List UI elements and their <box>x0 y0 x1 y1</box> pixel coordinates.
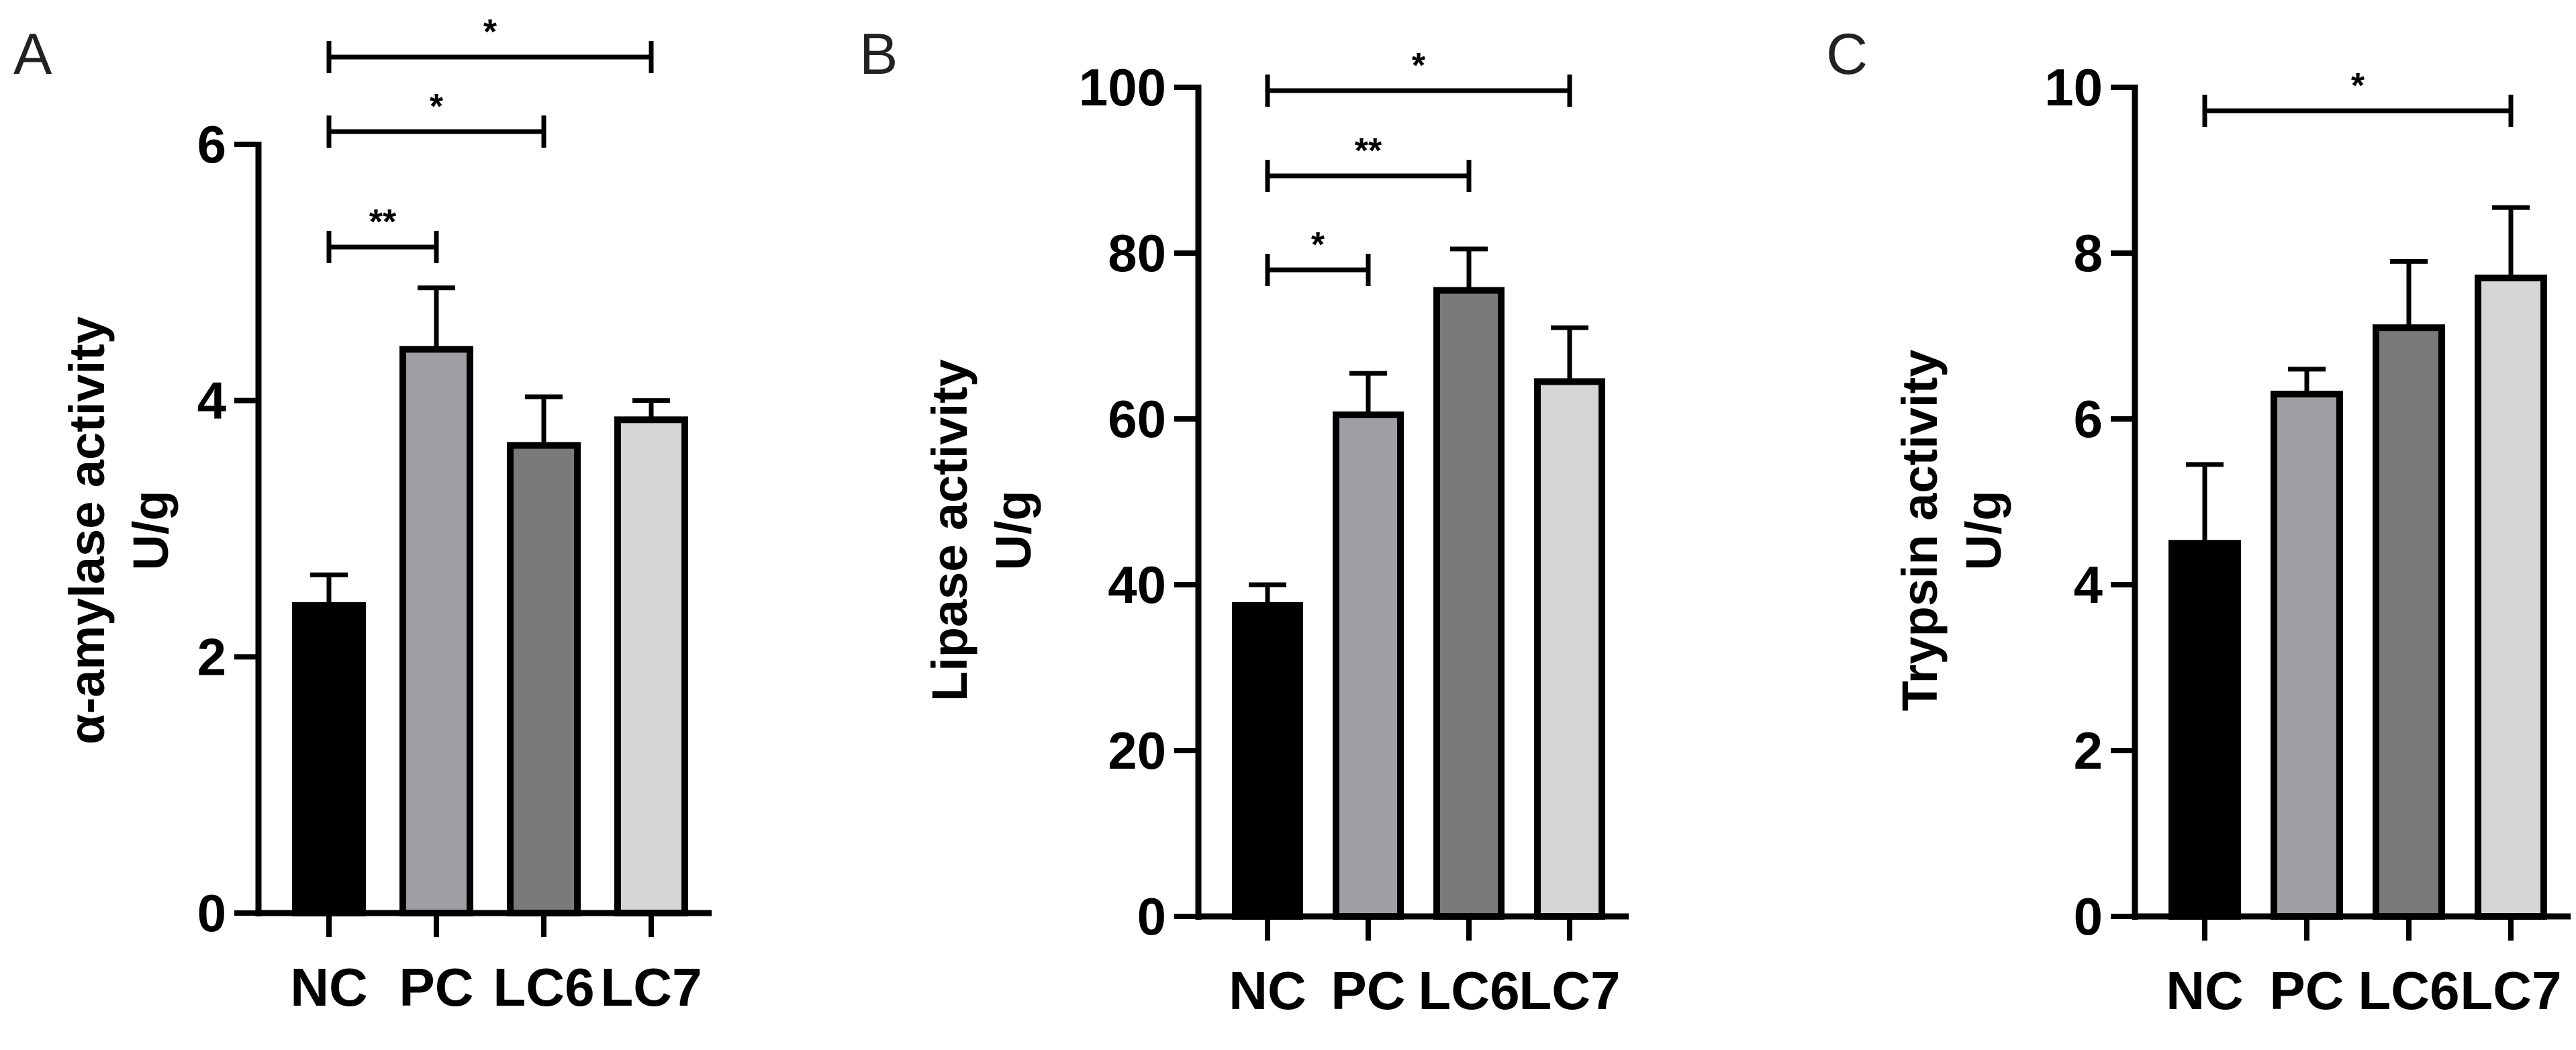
significance-a: **** <box>326 13 654 263</box>
y-tick-label-a: 0 <box>197 884 226 943</box>
significance-label-a: * <box>430 87 444 126</box>
y-axis-title-b: Lipase activity <box>922 359 977 702</box>
y-tick-label-b: 20 <box>1108 721 1166 780</box>
bar-b-nc <box>1232 602 1303 920</box>
bar-b-pc <box>1333 411 1404 920</box>
significance-bracket-b <box>1265 254 1371 286</box>
panel-letter-c: C <box>1826 22 1868 87</box>
y-axis-unit-b: U/g <box>986 490 1041 570</box>
y-tick-label-b: 80 <box>1108 224 1166 283</box>
y-tick-label-a: 6 <box>197 115 226 174</box>
significance-label-b: ** <box>1355 132 1382 171</box>
axes-a <box>255 142 712 916</box>
bar-c-lc7 <box>2475 275 2547 920</box>
bar-a-lc7 <box>614 416 688 916</box>
y-tick-label-b: 60 <box>1108 389 1166 448</box>
x-tick-label-c: PC <box>2269 961 2344 1020</box>
significance-bracket-b <box>1265 160 1472 192</box>
panel-c: C Trypsin activity U/g 0 2 4 6 8 10 NC PC LC6 LC… <box>1826 22 2571 1020</box>
y-ticks-b: 0 20 40 60 80 100 <box>1079 58 1198 946</box>
y-ticks-c: 0 2 4 6 8 10 <box>2044 58 2135 946</box>
significance-bracket-a <box>326 115 546 148</box>
significance-label-c: * <box>2351 66 2365 105</box>
x-tick-label-b: NC <box>1229 961 1306 1020</box>
bar-b-lc7 <box>1534 378 1605 920</box>
y-tick-label-c: 10 <box>2044 58 2103 117</box>
x-tick-label-c: LC6 <box>2358 961 2459 1020</box>
x-tick-label-b: PC <box>1331 961 1405 1020</box>
significance-label-b: * <box>1311 226 1325 265</box>
x-tick-label-a: PC <box>399 957 473 1017</box>
y-tick-label-c: 6 <box>2074 389 2103 448</box>
x-categories-a: NC PC LC6 LC7 <box>290 913 702 1017</box>
panel-a: A α-amylase activity U/g 0 2 4 6 NC PC LC6 LC7… <box>13 13 712 1017</box>
bar-a-pc <box>399 346 473 916</box>
bar-a-nc <box>292 602 366 916</box>
x-tick-label-a: NC <box>290 957 368 1017</box>
x-tick-label-a: LC6 <box>493 957 594 1017</box>
x-tick-label-c: NC <box>2166 961 2244 1020</box>
y-axis-unit-c: U/g <box>1956 490 2011 570</box>
y-axis-unit-a: U/g <box>123 490 179 570</box>
bar-c-lc6 <box>2373 324 2445 920</box>
significance-b: **** <box>1265 46 1572 286</box>
bar-c-pc <box>2271 390 2343 920</box>
y-tick-label-a: 4 <box>197 371 226 430</box>
panel-letter-a: A <box>13 22 52 87</box>
y-tick-label-b: 0 <box>1137 887 1166 946</box>
significance-label-b: * <box>1412 46 1426 85</box>
x-tick-label-b: LC7 <box>1519 961 1620 1020</box>
panel-letter-b: B <box>859 22 898 87</box>
significance-label-a: * <box>483 13 497 52</box>
significance-bracket-c <box>2202 95 2514 127</box>
significance-bracket-a <box>326 231 439 263</box>
y-tick-label-c: 0 <box>2074 887 2103 946</box>
y-ticks-a: 0 2 4 6 <box>197 115 258 943</box>
significance-c: * <box>2202 66 2514 127</box>
bar-a-lc6 <box>507 442 581 916</box>
y-tick-label-b: 100 <box>1079 58 1166 117</box>
bar-c-nc <box>2168 540 2241 920</box>
y-axis-title-a: α-amylase activity <box>59 316 115 745</box>
bar-b-lc6 <box>1433 287 1505 920</box>
y-tick-label-c: 8 <box>2074 224 2103 283</box>
y-tick-label-c: 4 <box>2074 555 2103 614</box>
x-categories-c: NC PC LC6 LC7 <box>2166 916 2562 1020</box>
significance-bracket-a <box>326 41 654 73</box>
significance-label-a: ** <box>369 203 397 242</box>
bars-c <box>2168 205 2547 920</box>
bars-b <box>1232 246 1605 920</box>
y-tick-label-c: 2 <box>2074 721 2103 780</box>
bars-a <box>292 285 688 916</box>
x-tick-label-b: LC6 <box>1418 961 1519 1020</box>
significance-bracket-b <box>1265 75 1572 107</box>
y-axis-title-c: Trypsin activity <box>1892 350 1948 712</box>
y-tick-label-a: 2 <box>197 627 226 686</box>
x-tick-label-c: LC7 <box>2460 961 2561 1020</box>
y-tick-label-b: 40 <box>1108 555 1166 614</box>
x-tick-label-a: LC7 <box>600 957 702 1017</box>
